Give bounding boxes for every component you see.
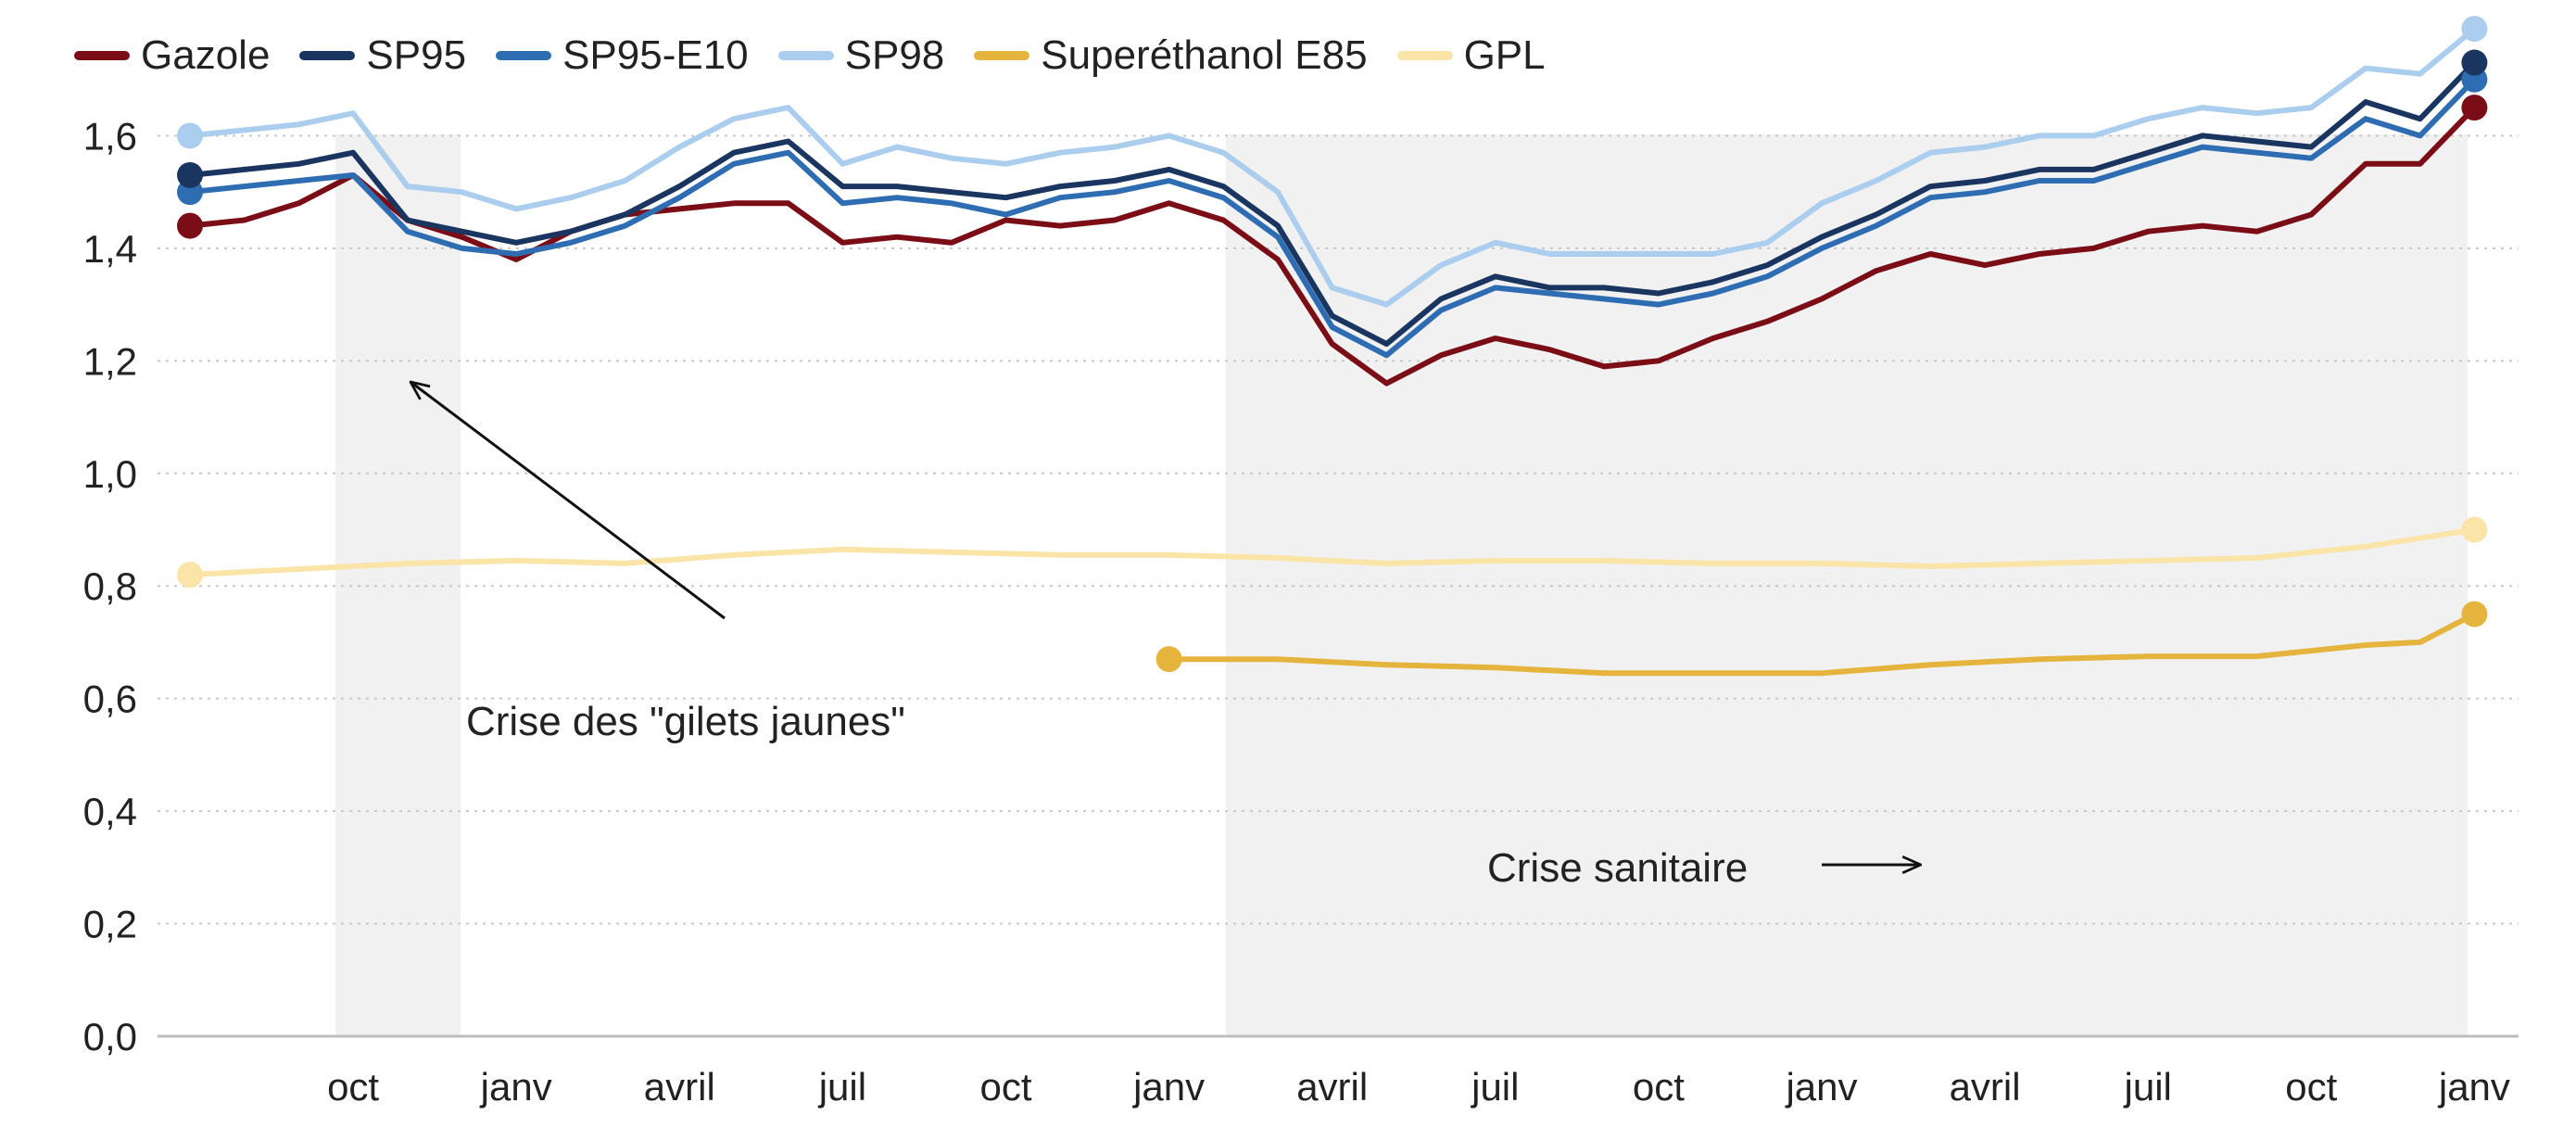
annotation-gilets-arrow bbox=[410, 382, 726, 620]
legend-item: Gazole bbox=[74, 32, 270, 79]
legend-swatch bbox=[974, 51, 1030, 60]
shaded-period bbox=[1226, 134, 2468, 1036]
legend-label: Superéthanol E85 bbox=[1041, 32, 1368, 78]
shaded-period bbox=[335, 134, 461, 1036]
annotation-sanitaire: Crise sanitaire bbox=[1487, 845, 1921, 891]
legend-item: GPL bbox=[1396, 32, 1546, 79]
series-line bbox=[187, 76, 2478, 359]
legend-label: Gazole bbox=[141, 32, 271, 78]
y-tick-label: 0,0 bbox=[83, 1015, 137, 1058]
y-tick-label: 1,6 bbox=[83, 114, 137, 158]
legend-item: SP95-E10 bbox=[496, 32, 749, 79]
legend-swatch bbox=[496, 51, 552, 60]
y-tick-label: 1,4 bbox=[83, 227, 137, 271]
series-start-marker bbox=[1155, 646, 1182, 673]
y-tick-label: 0,8 bbox=[83, 564, 137, 608]
x-tick-label: oct bbox=[979, 1065, 1031, 1109]
y-tick-label: 0,2 bbox=[83, 903, 137, 946]
x-tick-label: avril bbox=[644, 1065, 715, 1109]
series-lines bbox=[187, 26, 2478, 677]
x-tick-label: oct bbox=[327, 1065, 379, 1109]
series-line bbox=[187, 26, 2478, 308]
series-line bbox=[1166, 611, 2478, 677]
x-tick-label: avril bbox=[1296, 1065, 1368, 1109]
series-end-marker bbox=[2461, 49, 2488, 76]
series-line bbox=[187, 59, 2478, 348]
x-tick-label: juil bbox=[817, 1065, 866, 1109]
series-line bbox=[187, 526, 2478, 578]
series-end-markers bbox=[177, 16, 2488, 673]
legend-swatch bbox=[1396, 51, 1453, 60]
legend-label: SP98 bbox=[844, 32, 945, 78]
x-axis: oct janv avril juil oct janv avril juil oct janv a… bbox=[327, 1065, 2510, 1109]
series-start-marker bbox=[177, 161, 203, 188]
x-tick-label: oct bbox=[2285, 1065, 2337, 1109]
x-tick-label: janv bbox=[1131, 1065, 1205, 1109]
y-tick-label: 0,4 bbox=[83, 790, 137, 833]
series-start-marker bbox=[177, 122, 203, 149]
y-tick-label: 1,2 bbox=[83, 339, 137, 383]
legend-item: Superéthanol E85 bbox=[974, 32, 1368, 79]
y-axis: 0,0 0,2 0,4 0,6 0,8 1,0 1,2 1,4 1,6 bbox=[83, 114, 137, 1058]
annotation-gilets: Crise des "gilets jaunes" bbox=[410, 382, 905, 744]
annotation-gilets-text: Crise des "gilets jaunes" bbox=[466, 699, 905, 744]
series-end-marker bbox=[2461, 16, 2488, 43]
x-tick-label: juil bbox=[1470, 1065, 1519, 1109]
series-end-marker bbox=[2461, 95, 2488, 121]
legend-item: SP95 bbox=[299, 32, 466, 79]
x-tick-label: avril bbox=[1950, 1065, 2021, 1109]
y-tick-label: 0,6 bbox=[83, 678, 137, 721]
y-tick-label: 1,0 bbox=[83, 452, 137, 496]
legend-swatch bbox=[777, 51, 834, 60]
x-tick-label: janv bbox=[1784, 1065, 1857, 1109]
legend-swatch bbox=[299, 51, 356, 60]
legend-label: GPL bbox=[1463, 32, 1546, 78]
x-tick-label: janv bbox=[2437, 1065, 2510, 1109]
x-tick-label: oct bbox=[1633, 1065, 1685, 1109]
legend-swatch bbox=[74, 51, 130, 60]
legend-item: SP98 bbox=[777, 32, 945, 79]
legend-label: SP95-E10 bbox=[562, 32, 749, 78]
x-tick-label: janv bbox=[479, 1065, 552, 1109]
legend-label: SP95 bbox=[366, 32, 467, 78]
chart-legend: Gazole SP95 SP95-E10 SP98 Superéthanol E85 GP… bbox=[74, 28, 1546, 83]
series-start-marker bbox=[177, 212, 203, 239]
annotation-sanitaire-text: Crise sanitaire bbox=[1487, 845, 1748, 891]
series-end-marker bbox=[2461, 601, 2488, 627]
series-end-marker bbox=[2461, 516, 2488, 543]
x-tick-label: juil bbox=[2123, 1065, 2172, 1109]
series-start-marker bbox=[177, 562, 203, 589]
